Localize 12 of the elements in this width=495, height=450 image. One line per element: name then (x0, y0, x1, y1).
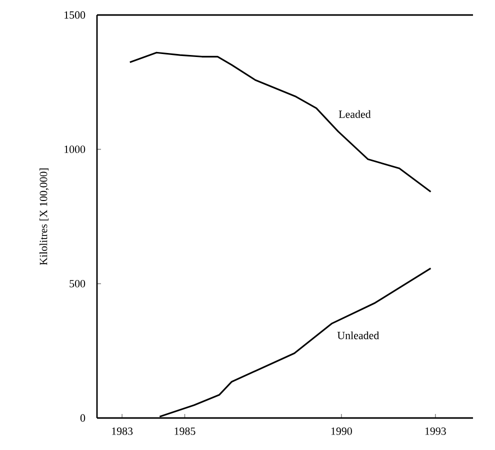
y-axis-title: Kilolitres [X 100,000] (40, 168, 49, 266)
y-tick-label: 0 (80, 414, 86, 422)
x-tick-label: 1990 (331, 428, 352, 435)
y-tick-label: 1500 (64, 11, 86, 19)
series-label: Leaded (338, 110, 371, 118)
x-tick-label: 1993 (425, 428, 446, 435)
x-tick-label: 1983 (112, 428, 133, 435)
y-tick-label: 1000 (64, 146, 86, 154)
line-series (129, 52, 432, 193)
x-tick-label: 1985 (174, 428, 196, 435)
y-tick-label: 500 (70, 280, 86, 288)
series-label: Unleaded (337, 331, 380, 340)
